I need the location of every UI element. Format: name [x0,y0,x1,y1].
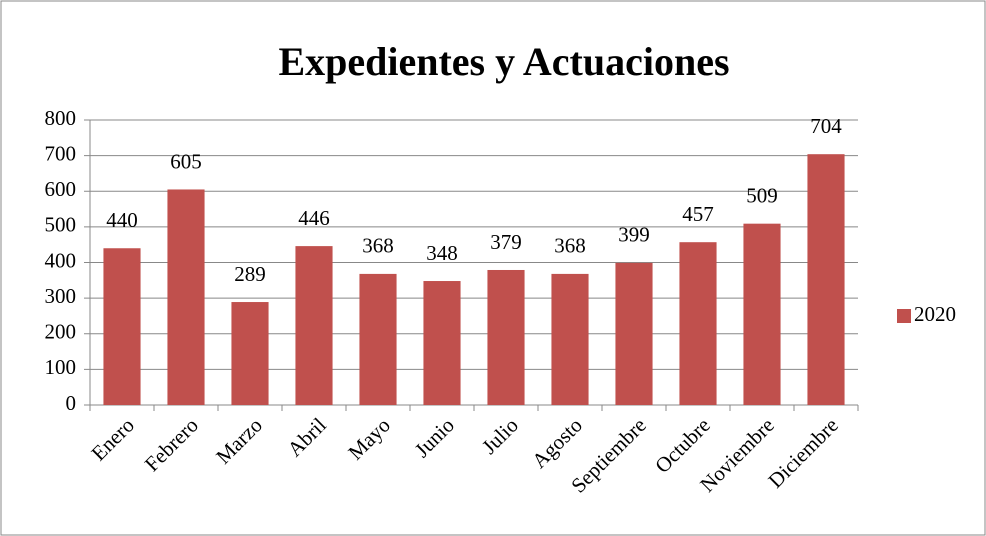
data-label: 457 [682,202,714,226]
legend-label: 2020 [914,302,956,326]
bar [807,154,845,405]
data-label: 368 [362,234,394,258]
bar [167,189,205,405]
data-label: 348 [426,241,458,265]
y-tick-label: 400 [45,248,77,272]
bar [423,281,461,405]
data-label: 704 [810,114,842,138]
data-label: 399 [618,223,650,247]
bar [103,248,141,405]
data-label: 509 [746,183,778,207]
bar [679,242,717,405]
data-label: 440 [106,208,138,232]
data-label: 379 [490,230,522,254]
y-tick-label: 200 [45,320,77,344]
y-tick-label: 800 [45,106,77,130]
bar [295,246,333,405]
y-tick-label: 500 [45,213,77,237]
data-label: 446 [298,206,330,230]
data-label: 368 [554,234,586,258]
bar [487,269,525,405]
bar [743,223,781,405]
chart-title: Expedientes y Actuaciones [278,39,729,84]
data-label: 289 [234,262,266,286]
bar [551,273,589,405]
legend-swatch [897,309,911,323]
data-label: 605 [170,149,202,173]
y-tick-label: 300 [45,284,77,308]
y-tick-label: 100 [45,355,77,379]
bar [359,273,397,405]
y-tick-label: 0 [66,391,77,415]
bar [615,262,653,405]
bar [231,302,269,405]
y-tick-label: 700 [45,141,77,165]
y-tick-label: 600 [45,177,77,201]
